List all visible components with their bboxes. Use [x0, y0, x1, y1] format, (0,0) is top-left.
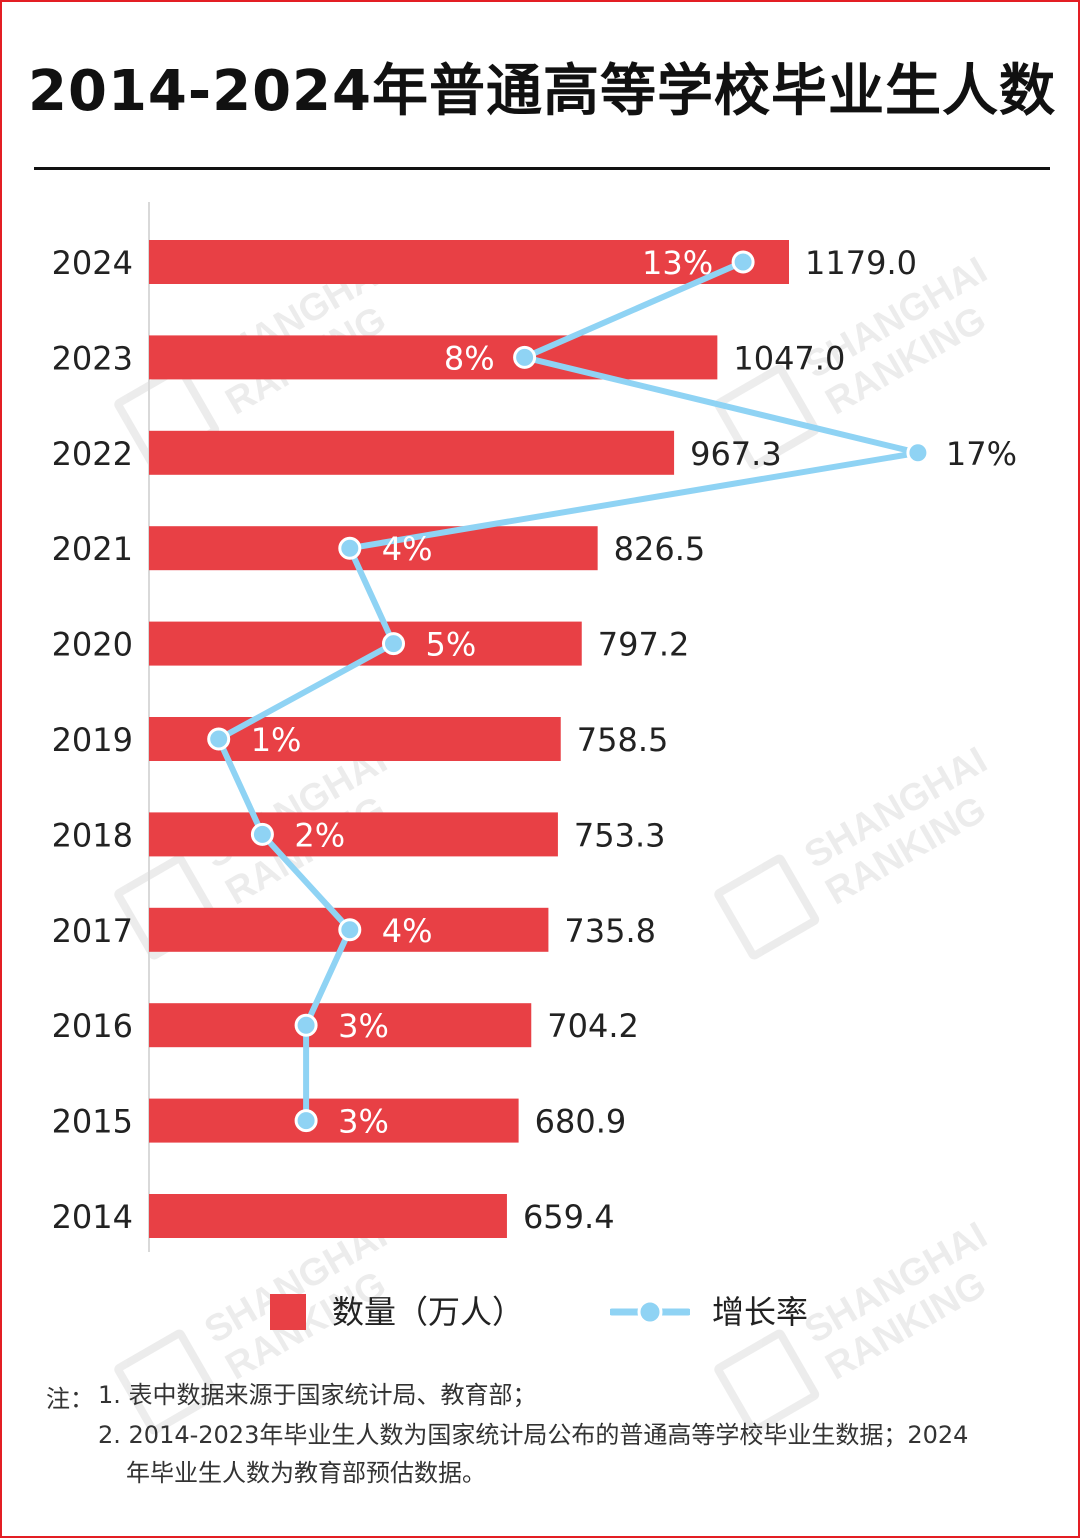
- bar-value-label: 753.3: [574, 816, 666, 854]
- growth-rate-label: 2%: [294, 816, 345, 854]
- bar-value-label: 680.9: [535, 1103, 627, 1141]
- growth-rate-label: 3%: [338, 1103, 389, 1141]
- bar: [149, 1003, 532, 1048]
- bar-value-label: 967.3: [690, 435, 782, 473]
- growth-rate-point: [731, 250, 755, 274]
- chart-title: 2014-2024年普通高等学校毕业生人数: [28, 59, 1056, 124]
- y-tick-label: 2017: [52, 912, 133, 950]
- y-tick-label: 2014: [52, 1198, 133, 1236]
- growth-rate-label: 4%: [382, 912, 433, 950]
- title-divider: [34, 167, 1050, 170]
- bar: [149, 526, 598, 571]
- growth-rate-point: [207, 727, 231, 751]
- bar-value-label: 735.8: [564, 912, 656, 950]
- y-tick-label: 2021: [52, 530, 133, 568]
- y-tick-label: 2022: [52, 435, 133, 473]
- bar-value-label: 797.2: [598, 626, 690, 664]
- bar: [149, 812, 558, 857]
- bar: [149, 1098, 519, 1143]
- chart-svg: 2024 1179.0 2023 1047.0 2022 967.3 2021 826.5 20…: [52, 202, 1017, 1252]
- growth-rate-point: [382, 632, 405, 656]
- growth-rate-label: 3%: [338, 1007, 389, 1045]
- note-line-2: 2. 2014-2023年毕业生人数为国家统计局公布的普通高等学校毕业生数据；2…: [98, 1421, 969, 1449]
- bar-value-label: 659.4: [523, 1198, 615, 1236]
- y-tick-label: 2019: [52, 721, 133, 759]
- growth-rate-label: 17%: [946, 435, 1017, 473]
- growth-rate-point: [294, 1013, 318, 1037]
- y-tick-label: 2023: [52, 339, 133, 377]
- growth-rate-point: [338, 536, 362, 560]
- legend-line-icon: [610, 1299, 690, 1325]
- growth-rate-label: 1%: [251, 721, 302, 759]
- y-tick-label: 2024: [52, 244, 133, 282]
- bar-value-label: 758.5: [577, 721, 669, 759]
- y-tick-label: 2018: [52, 816, 133, 854]
- growth-rate-point: [294, 1109, 318, 1133]
- growth-rate-point: [338, 918, 362, 942]
- y-tick-label: 2016: [52, 1007, 133, 1045]
- y-tick-label: 2015: [52, 1103, 133, 1141]
- bar-value-label: 1047.0: [733, 339, 845, 377]
- bar: [149, 430, 675, 475]
- legend-bar-label: 数量（万人）: [332, 1293, 525, 1331]
- bar: [149, 240, 789, 284]
- bar-value-label: 1179.0: [805, 244, 917, 282]
- bar: [149, 335, 718, 380]
- bar: [149, 1194, 507, 1238]
- growth-rate-point: [513, 345, 537, 369]
- legend-bar-swatch: [270, 1294, 306, 1330]
- growth-rate-label: 4%: [382, 530, 433, 568]
- note-line-1: 1. 表中数据来源于国家统计局、教育部；: [98, 1381, 537, 1409]
- growth-rate-label: 13%: [642, 244, 713, 282]
- bar-value-label: 826.5: [614, 530, 706, 568]
- growth-rate-line: [215, 259, 921, 1124]
- y-tick-label: 2020: [52, 626, 133, 664]
- bar-value-label: 704.2: [547, 1007, 639, 1045]
- growth-rate-point: [906, 441, 930, 465]
- legend-line-label: 增长率: [712, 1293, 809, 1331]
- note-line-3: 年毕业生人数为教育部预估数据。: [126, 1459, 486, 1487]
- notes-prefix: 注：: [46, 1385, 94, 1413]
- growth-rate-point: [250, 822, 274, 846]
- growth-rate-label: 8%: [444, 339, 495, 377]
- growth-rate-label: 5%: [426, 626, 477, 664]
